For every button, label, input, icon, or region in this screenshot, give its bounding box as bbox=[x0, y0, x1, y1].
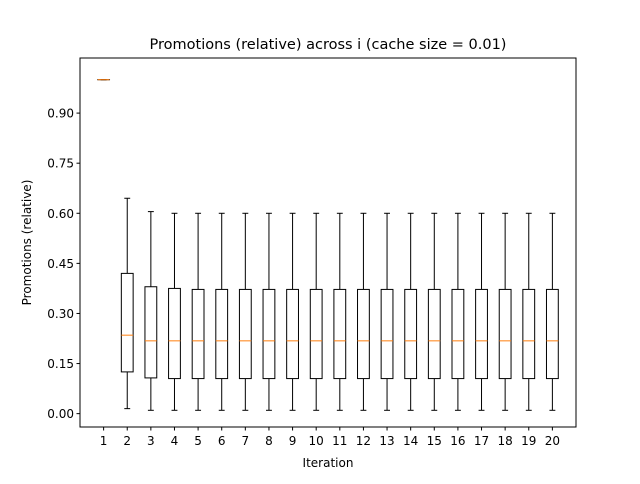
y-tick-label: 0.30 bbox=[47, 307, 74, 321]
x-tick-label: 9 bbox=[289, 434, 297, 448]
y-tick-label: 0.60 bbox=[47, 207, 74, 221]
x-tick-label: 16 bbox=[450, 434, 465, 448]
y-axis-label: Promotions (relative) bbox=[20, 180, 34, 306]
y-tick-label: 0.75 bbox=[47, 157, 74, 171]
y-tick-label: 0.15 bbox=[47, 357, 74, 371]
x-tick-label: 4 bbox=[171, 434, 179, 448]
chart-title: Promotions (relative) across i (cache si… bbox=[150, 37, 507, 53]
x-tick-label: 8 bbox=[265, 434, 273, 448]
x-tick-label: 2 bbox=[123, 434, 131, 448]
x-axis-label: Iteration bbox=[303, 456, 354, 470]
x-tick-label: 17 bbox=[474, 434, 489, 448]
x-tick-label: 19 bbox=[521, 434, 536, 448]
x-tick-label: 10 bbox=[309, 434, 324, 448]
x-tick-label: 3 bbox=[147, 434, 155, 448]
x-tick-label: 15 bbox=[427, 434, 442, 448]
x-tick-label: 5 bbox=[194, 434, 202, 448]
x-tick-label: 11 bbox=[332, 434, 347, 448]
x-tick-label: 1 bbox=[100, 434, 108, 448]
x-tick-label: 12 bbox=[356, 434, 371, 448]
y-tick-label: 0.00 bbox=[47, 407, 74, 421]
x-tick-label: 14 bbox=[403, 434, 418, 448]
x-tick-label: 20 bbox=[545, 434, 560, 448]
x-tick-label: 6 bbox=[218, 434, 226, 448]
x-tick-label: 7 bbox=[242, 434, 250, 448]
y-tick-label: 0.90 bbox=[47, 107, 74, 121]
x-tick-label: 13 bbox=[379, 434, 394, 448]
y-tick-label: 0.45 bbox=[47, 257, 74, 271]
x-tick-label: 18 bbox=[498, 434, 513, 448]
